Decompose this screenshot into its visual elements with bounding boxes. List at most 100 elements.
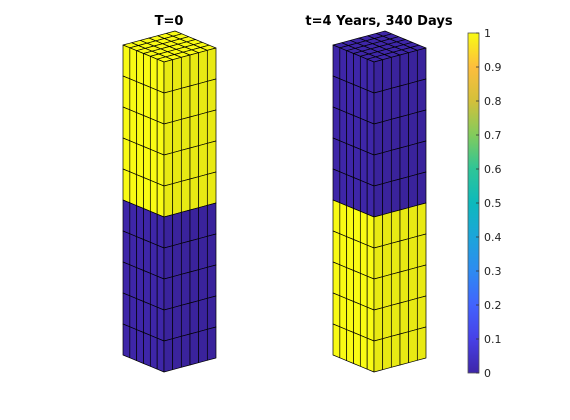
left-face-cell xyxy=(339,295,348,331)
right-face-cell xyxy=(172,242,182,278)
right-face-cell xyxy=(206,326,217,361)
right-face-cell xyxy=(382,211,392,247)
right-face-cell xyxy=(382,242,392,278)
left-face-cell xyxy=(122,261,131,297)
right-face-cell xyxy=(172,273,182,309)
right-face-cell xyxy=(416,171,427,206)
colorbar-tick-label: 0.6 xyxy=(484,163,502,176)
left-face-cell xyxy=(346,50,354,85)
left-face-cell xyxy=(332,75,341,111)
left-face-cell xyxy=(143,84,151,119)
right-face-cell xyxy=(163,245,174,280)
right-face-cell xyxy=(206,202,217,237)
left-face-cell xyxy=(366,151,375,187)
left-face-cell xyxy=(366,306,375,342)
right-face-cell xyxy=(198,80,208,116)
left-face-cell xyxy=(136,174,144,209)
left-face-cell xyxy=(149,303,158,339)
right-face-cell xyxy=(163,214,174,249)
left-face-cell xyxy=(353,239,361,274)
right-face-cell xyxy=(408,328,418,364)
right-face-cell xyxy=(382,87,392,123)
right-face-cell xyxy=(382,56,392,92)
left-face-cell xyxy=(339,326,348,362)
left-face-cell xyxy=(149,210,158,246)
right-face-cell xyxy=(172,211,182,247)
right-face-cell xyxy=(198,49,208,85)
left-face-cell xyxy=(332,261,341,297)
right-face-cell xyxy=(390,178,401,213)
left-face-cell xyxy=(359,179,368,215)
right-face-cell xyxy=(180,54,191,89)
right-face-cell xyxy=(373,121,384,156)
right-face-cell xyxy=(163,338,174,373)
left-face-cell xyxy=(359,334,368,370)
right-face-cell xyxy=(399,176,410,211)
left-face-cell xyxy=(346,205,354,240)
left-face-cell xyxy=(149,117,158,153)
right-face-cell xyxy=(390,333,401,368)
left-face-cell xyxy=(122,137,131,173)
left-face-cell xyxy=(353,53,361,88)
right-face-cell xyxy=(180,116,191,151)
right-face-cell xyxy=(390,147,401,182)
right-face-cell xyxy=(163,183,174,218)
left-face-cell xyxy=(156,120,165,156)
left-face-cell xyxy=(129,295,138,331)
right-face-cell xyxy=(180,333,191,368)
right-face-cell xyxy=(399,269,410,304)
left-face-cell xyxy=(122,106,131,142)
left-face-cell xyxy=(156,213,165,249)
right-face-cell xyxy=(206,295,217,330)
right-face-cell xyxy=(189,176,200,211)
right-face-cell xyxy=(198,297,208,333)
right-face-cell xyxy=(399,300,410,335)
left-face-cell xyxy=(149,86,158,122)
left-face-cell xyxy=(332,137,341,173)
right-face-cell xyxy=(172,149,182,185)
right-face-cell xyxy=(408,80,418,116)
right-face-cell xyxy=(390,54,401,89)
right-face-cell xyxy=(408,173,418,209)
right-face-cell xyxy=(198,111,208,147)
right-face-cell xyxy=(408,111,418,147)
right-face-cell xyxy=(189,114,200,149)
left-face-cell xyxy=(359,117,368,153)
left-face-cell xyxy=(136,81,144,116)
left-face-cell xyxy=(346,267,354,302)
left-face-cell xyxy=(129,264,138,300)
right-face-cell xyxy=(189,238,200,273)
right-face-cell xyxy=(373,338,384,373)
left-face-cell xyxy=(366,213,375,249)
left-face-cell xyxy=(129,233,138,269)
left-face-cell xyxy=(122,230,131,266)
right-face-cell xyxy=(198,173,208,209)
left-face-cell xyxy=(339,233,348,269)
right-face-cell xyxy=(382,304,392,340)
left-face-cell xyxy=(339,171,348,207)
right-face-cell xyxy=(198,204,208,240)
right-face-cell xyxy=(382,273,392,309)
left-face-cell xyxy=(156,58,165,94)
left-face-cell xyxy=(129,326,138,362)
right-face-cell xyxy=(399,145,410,180)
left-face-cell xyxy=(156,306,165,342)
colorbar-tick-label: 0.8 xyxy=(484,95,502,108)
left-face-cell xyxy=(346,298,354,333)
left-face-cell xyxy=(332,106,341,142)
right-face-cell xyxy=(390,85,401,120)
left-face-cell xyxy=(129,202,138,238)
left-face-cell xyxy=(149,334,158,370)
left-face-cell xyxy=(353,146,361,181)
left-face-cell xyxy=(359,210,368,246)
right-face-cell xyxy=(189,52,200,87)
right-face-cell xyxy=(416,233,427,268)
left-face-cell xyxy=(339,47,348,83)
left-face-cell xyxy=(353,84,361,119)
colorbar-ticks: 0 0.1 0.2 0.3 0.4 0.5 0.6 0.7 0.8 0.9 1 xyxy=(476,27,502,380)
right-face-cell xyxy=(416,295,427,330)
right-face-cell xyxy=(206,47,217,82)
right-face-cell xyxy=(382,118,392,154)
left-face-cell xyxy=(136,205,144,240)
left-face-cell xyxy=(156,182,165,218)
